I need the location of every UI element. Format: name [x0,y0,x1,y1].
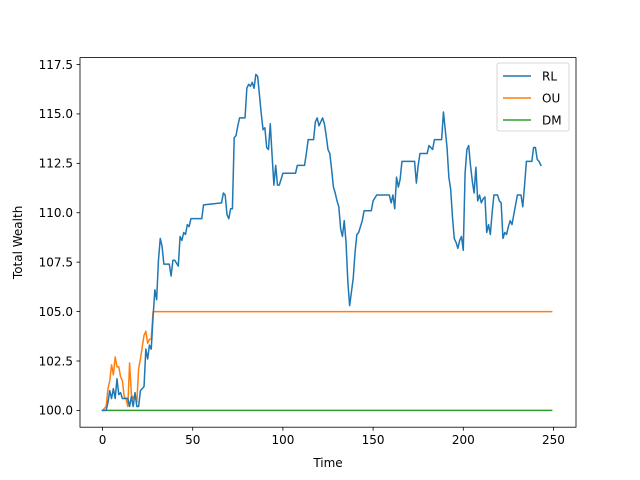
x-tick-label: 250 [542,433,565,447]
x-tick-label: 150 [362,433,385,447]
legend-label-dm: DM [542,113,562,127]
y-axis: 100.0 102.5 105.0 107.5 110.0 112.5 115.0 117.5 [39,58,80,418]
x-tick-label: 200 [452,433,475,447]
series-layer [101,73,553,412]
y-tick-label: 100.0 [39,404,73,418]
y-tick-label: 110.0 [39,206,73,220]
legend: RL OU DM [496,62,570,132]
legend-box [496,62,570,132]
legend-label-ou: OU [542,91,560,105]
legend-label-rl: RL [542,69,557,83]
x-axis-title: Time [312,456,342,470]
x-axis: 0 50 100 150 200 250 [99,427,565,447]
series-line-rl [101,73,542,412]
y-axis-title: Total Wealth [11,206,25,280]
x-tick-label: 100 [271,433,294,447]
y-tick-label: 102.5 [39,354,73,368]
y-tick-label: 117.5 [39,58,73,72]
x-tick-label: 50 [185,433,200,447]
x-tick-label: 0 [99,433,107,447]
y-tick-label: 115.0 [39,107,73,121]
y-tick-label: 112.5 [39,157,73,171]
series-line-ou [101,310,553,412]
y-tick-label: 107.5 [39,255,73,269]
y-tick-label: 105.0 [39,305,73,319]
plot-frame [79,57,577,428]
